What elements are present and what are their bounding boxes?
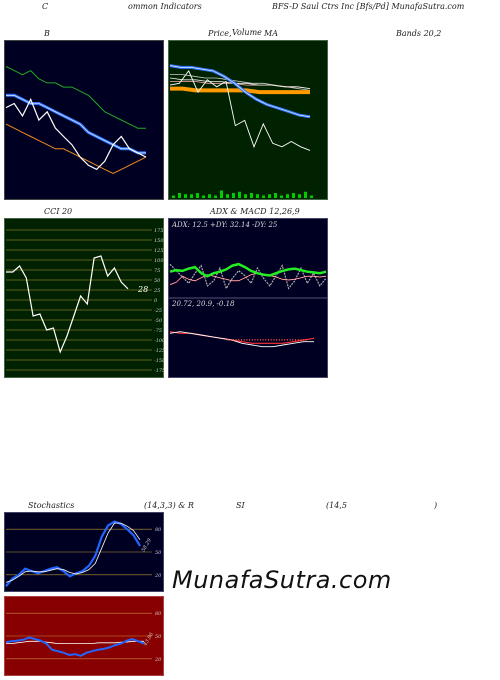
- bands-right-title: Bands 20,2: [396, 29, 442, 38]
- cci-tick-label: -75: [154, 328, 162, 334]
- stoch-tick-label: 80: [155, 527, 162, 533]
- cci-tick-label: 0: [154, 298, 158, 304]
- price-volume-title: Volume: [232, 28, 262, 37]
- ma-fast-core-line: [169, 65, 311, 118]
- volume-bar: [280, 195, 283, 198]
- price-title: Price,: [208, 29, 232, 38]
- cci-tick-label: 75: [154, 268, 160, 274]
- volume-bar: [208, 194, 211, 198]
- volume-bar: [190, 194, 193, 198]
- macd-text: 20.72, 20.9, -0.18: [171, 300, 235, 308]
- adx-panel: ADX: 12.5 +DY: 32.14 -DY: 25 20.72, 20.9…: [168, 218, 328, 378]
- cci-tick-label: 125: [154, 248, 164, 254]
- watermark: MunafaSutra.com: [172, 566, 392, 594]
- header-center: BFS-D Saul Ctrs Inc [Bfs/Pd] MunafaSutra…: [272, 2, 465, 11]
- cci-tick-label: -150: [154, 358, 164, 364]
- cci-tick-label: -100: [154, 338, 164, 344]
- cci-tick-label: -175: [154, 368, 164, 374]
- ma-white-line: [169, 77, 311, 89]
- volume-bar: [274, 193, 277, 198]
- volume-bar: [292, 193, 295, 198]
- cci-tick-label: -125: [154, 348, 164, 354]
- volume-bar: [226, 194, 229, 198]
- stoch-panel: 80 50 20 58.29: [4, 512, 164, 592]
- rsi-tick-label: 20: [154, 657, 162, 663]
- rsi-line: [5, 636, 145, 657]
- volume-bar: [268, 194, 271, 198]
- price-panel: [168, 40, 328, 200]
- volume-bar: [262, 195, 265, 198]
- volume-bar: [304, 191, 307, 198]
- stoch-title-b: (14,3,3) & R: [144, 501, 194, 510]
- stoch-tick-label: 20: [154, 573, 162, 579]
- price-ma-chart: [168, 40, 328, 200]
- volume-bar: [196, 193, 199, 198]
- cci-tick-label: 150: [154, 238, 164, 244]
- ma-orange-band: [170, 86, 310, 95]
- volume-bar: [244, 194, 247, 198]
- rsi-signal-line: [6, 640, 144, 644]
- cci-panel: 175 150 125 100 75 50 25 0 -25 -50 -75 -100 -125 -150…: [4, 218, 166, 378]
- adx-macd-chart: ADX: 12.5 +DY: 32.14 -DY: 25 20.72, 20.9…: [168, 218, 328, 378]
- volume-bar: [202, 195, 205, 198]
- cci-tick-label: -25: [154, 308, 162, 314]
- price-line: [169, 70, 311, 151]
- cci-value-label: 28: [137, 285, 148, 294]
- price-ma-title: MA: [264, 29, 278, 38]
- cci-chart: 175 150 125 100 75 50 25 0 -25 -50 -75 -100 -125 -150…: [4, 218, 166, 378]
- stoch-tick-label: 50: [155, 550, 162, 556]
- bb-upper-line: [5, 66, 146, 129]
- cci-tick-label: 100: [154, 258, 164, 264]
- volume-bar: [220, 190, 223, 198]
- adx-title: ADX & MACD 12,26,9: [210, 207, 300, 216]
- bb-lower-line: [5, 123, 147, 175]
- volume-bar: [238, 191, 241, 198]
- volume-bar: [214, 195, 217, 198]
- cci-line: [6, 255, 129, 354]
- bollinger-panel: [4, 40, 164, 200]
- adx-text: ADX: 12.5 +DY: 32.14 -DY: 25: [171, 221, 278, 229]
- volume-bar: [310, 195, 313, 198]
- bands-title: B: [44, 29, 50, 38]
- cci-tick-label: 25: [153, 288, 160, 294]
- header-left-2: ommon Indicators: [128, 2, 202, 11]
- stoch-title-a: Stochastics: [28, 501, 75, 510]
- header-left: C: [42, 2, 49, 11]
- rsi-tick-label: 50: [155, 634, 162, 640]
- stoch-title-d: (14,5: [326, 501, 347, 510]
- volume-bar: [256, 194, 259, 198]
- volume-bar: [286, 194, 289, 198]
- rsi-tick-label: 80: [155, 611, 162, 617]
- volume-bar: [172, 195, 175, 198]
- plus-di-line: [169, 262, 327, 278]
- volume-bar: [250, 193, 253, 198]
- stoch-title-c: SI: [236, 501, 245, 510]
- cci-tick-label: 50: [154, 278, 161, 284]
- volume-bar: [232, 193, 235, 198]
- price-bg: [168, 40, 328, 200]
- stoch-title-e: ): [434, 501, 438, 510]
- bollinger-chart: [4, 40, 164, 200]
- cci-bg: [4, 218, 164, 378]
- minus-di-core-line: [169, 272, 327, 285]
- volume-bar: [178, 193, 181, 198]
- volume-bar: [184, 194, 187, 198]
- bb-price-line: [5, 97, 147, 171]
- cci-tick-label: -50: [154, 318, 163, 324]
- macd-line: [169, 331, 314, 348]
- rsi-panel: 80 50 20 43.96: [4, 596, 164, 676]
- volume-bar: [298, 194, 301, 198]
- cci-title: CCI 20: [44, 207, 73, 216]
- stoch-d-line: [5, 522, 141, 583]
- cci-tick-label: 175: [154, 228, 164, 234]
- bollinger-bg: [4, 40, 164, 200]
